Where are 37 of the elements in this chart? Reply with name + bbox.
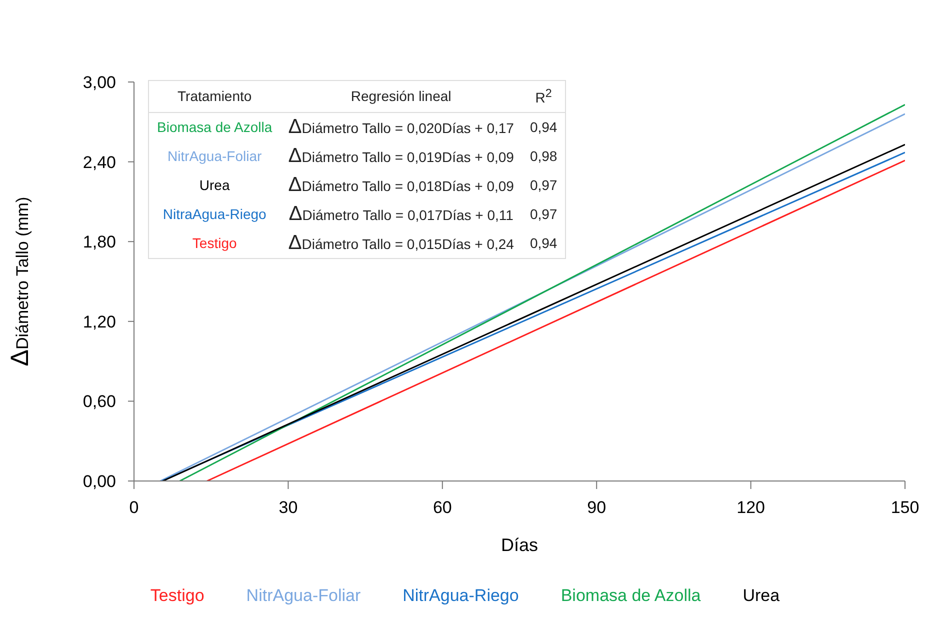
x-axis-title: Días bbox=[500, 535, 538, 555]
annotation: ΔDiámetro Tallo = 0,020Días + 0,17 bbox=[288, 116, 514, 138]
y-axis-title: ΔDiámetro Tallo (mm) bbox=[6, 196, 34, 366]
annotation: 0,94 bbox=[528, 234, 558, 254]
annotation: Biomasa de Azolla bbox=[156, 118, 274, 138]
annotation: 0,97 bbox=[528, 176, 558, 196]
annotation: Urea bbox=[198, 176, 231, 196]
x-tick-label: 0 bbox=[129, 498, 139, 518]
annotation: 0,94 bbox=[528, 118, 558, 138]
x-tick-label: 150 bbox=[890, 498, 920, 518]
y-tick-label: 0,60 bbox=[82, 392, 116, 412]
text: NitrAgua-Foliar bbox=[246, 586, 361, 606]
annotation: Tratamiento bbox=[176, 87, 253, 106]
annotation: Testigo bbox=[191, 234, 238, 254]
text: NitrAgua-Riego bbox=[402, 586, 519, 606]
annotation: Regresión lineal bbox=[350, 87, 452, 106]
annotation: R$^{2}$ bbox=[534, 86, 553, 108]
annotation: ΔDiámetro Tallo = 0,017Días + 0,11 bbox=[288, 202, 514, 225]
y-tick-label: 1,20 bbox=[82, 312, 116, 332]
annotation: ΔDiámetro Tallo = 0,018Días + 0,09 bbox=[288, 174, 514, 196]
x-tick-label: 90 bbox=[587, 498, 606, 518]
annotation: ΔDiámetro Tallo = 0,019Días + 0,09 bbox=[288, 144, 514, 167]
text: Urea bbox=[742, 586, 780, 606]
y-tick-label: 1,80 bbox=[82, 232, 116, 252]
text: Biomasa de Azolla bbox=[560, 586, 701, 606]
annotation: NitrAgua-Foliar bbox=[166, 147, 263, 166]
x-tick-label: 120 bbox=[736, 498, 765, 518]
text: Testigo bbox=[150, 586, 204, 606]
annotation: 0,97 bbox=[528, 205, 558, 224]
y-tick-label: 3,00 bbox=[82, 73, 116, 92]
y-tick-label: 2,40 bbox=[82, 152, 116, 172]
x-tick-label: 60 bbox=[432, 498, 452, 518]
y-tick-label: 0,00 bbox=[82, 472, 116, 492]
annotation: 0,98 bbox=[528, 147, 558, 166]
annotation: NitraAgua-Riego bbox=[162, 205, 268, 224]
annotation: ΔDiámetro Tallo = 0,015Días + 0,24 bbox=[288, 232, 514, 254]
x-tick-label: 30 bbox=[278, 498, 298, 518]
